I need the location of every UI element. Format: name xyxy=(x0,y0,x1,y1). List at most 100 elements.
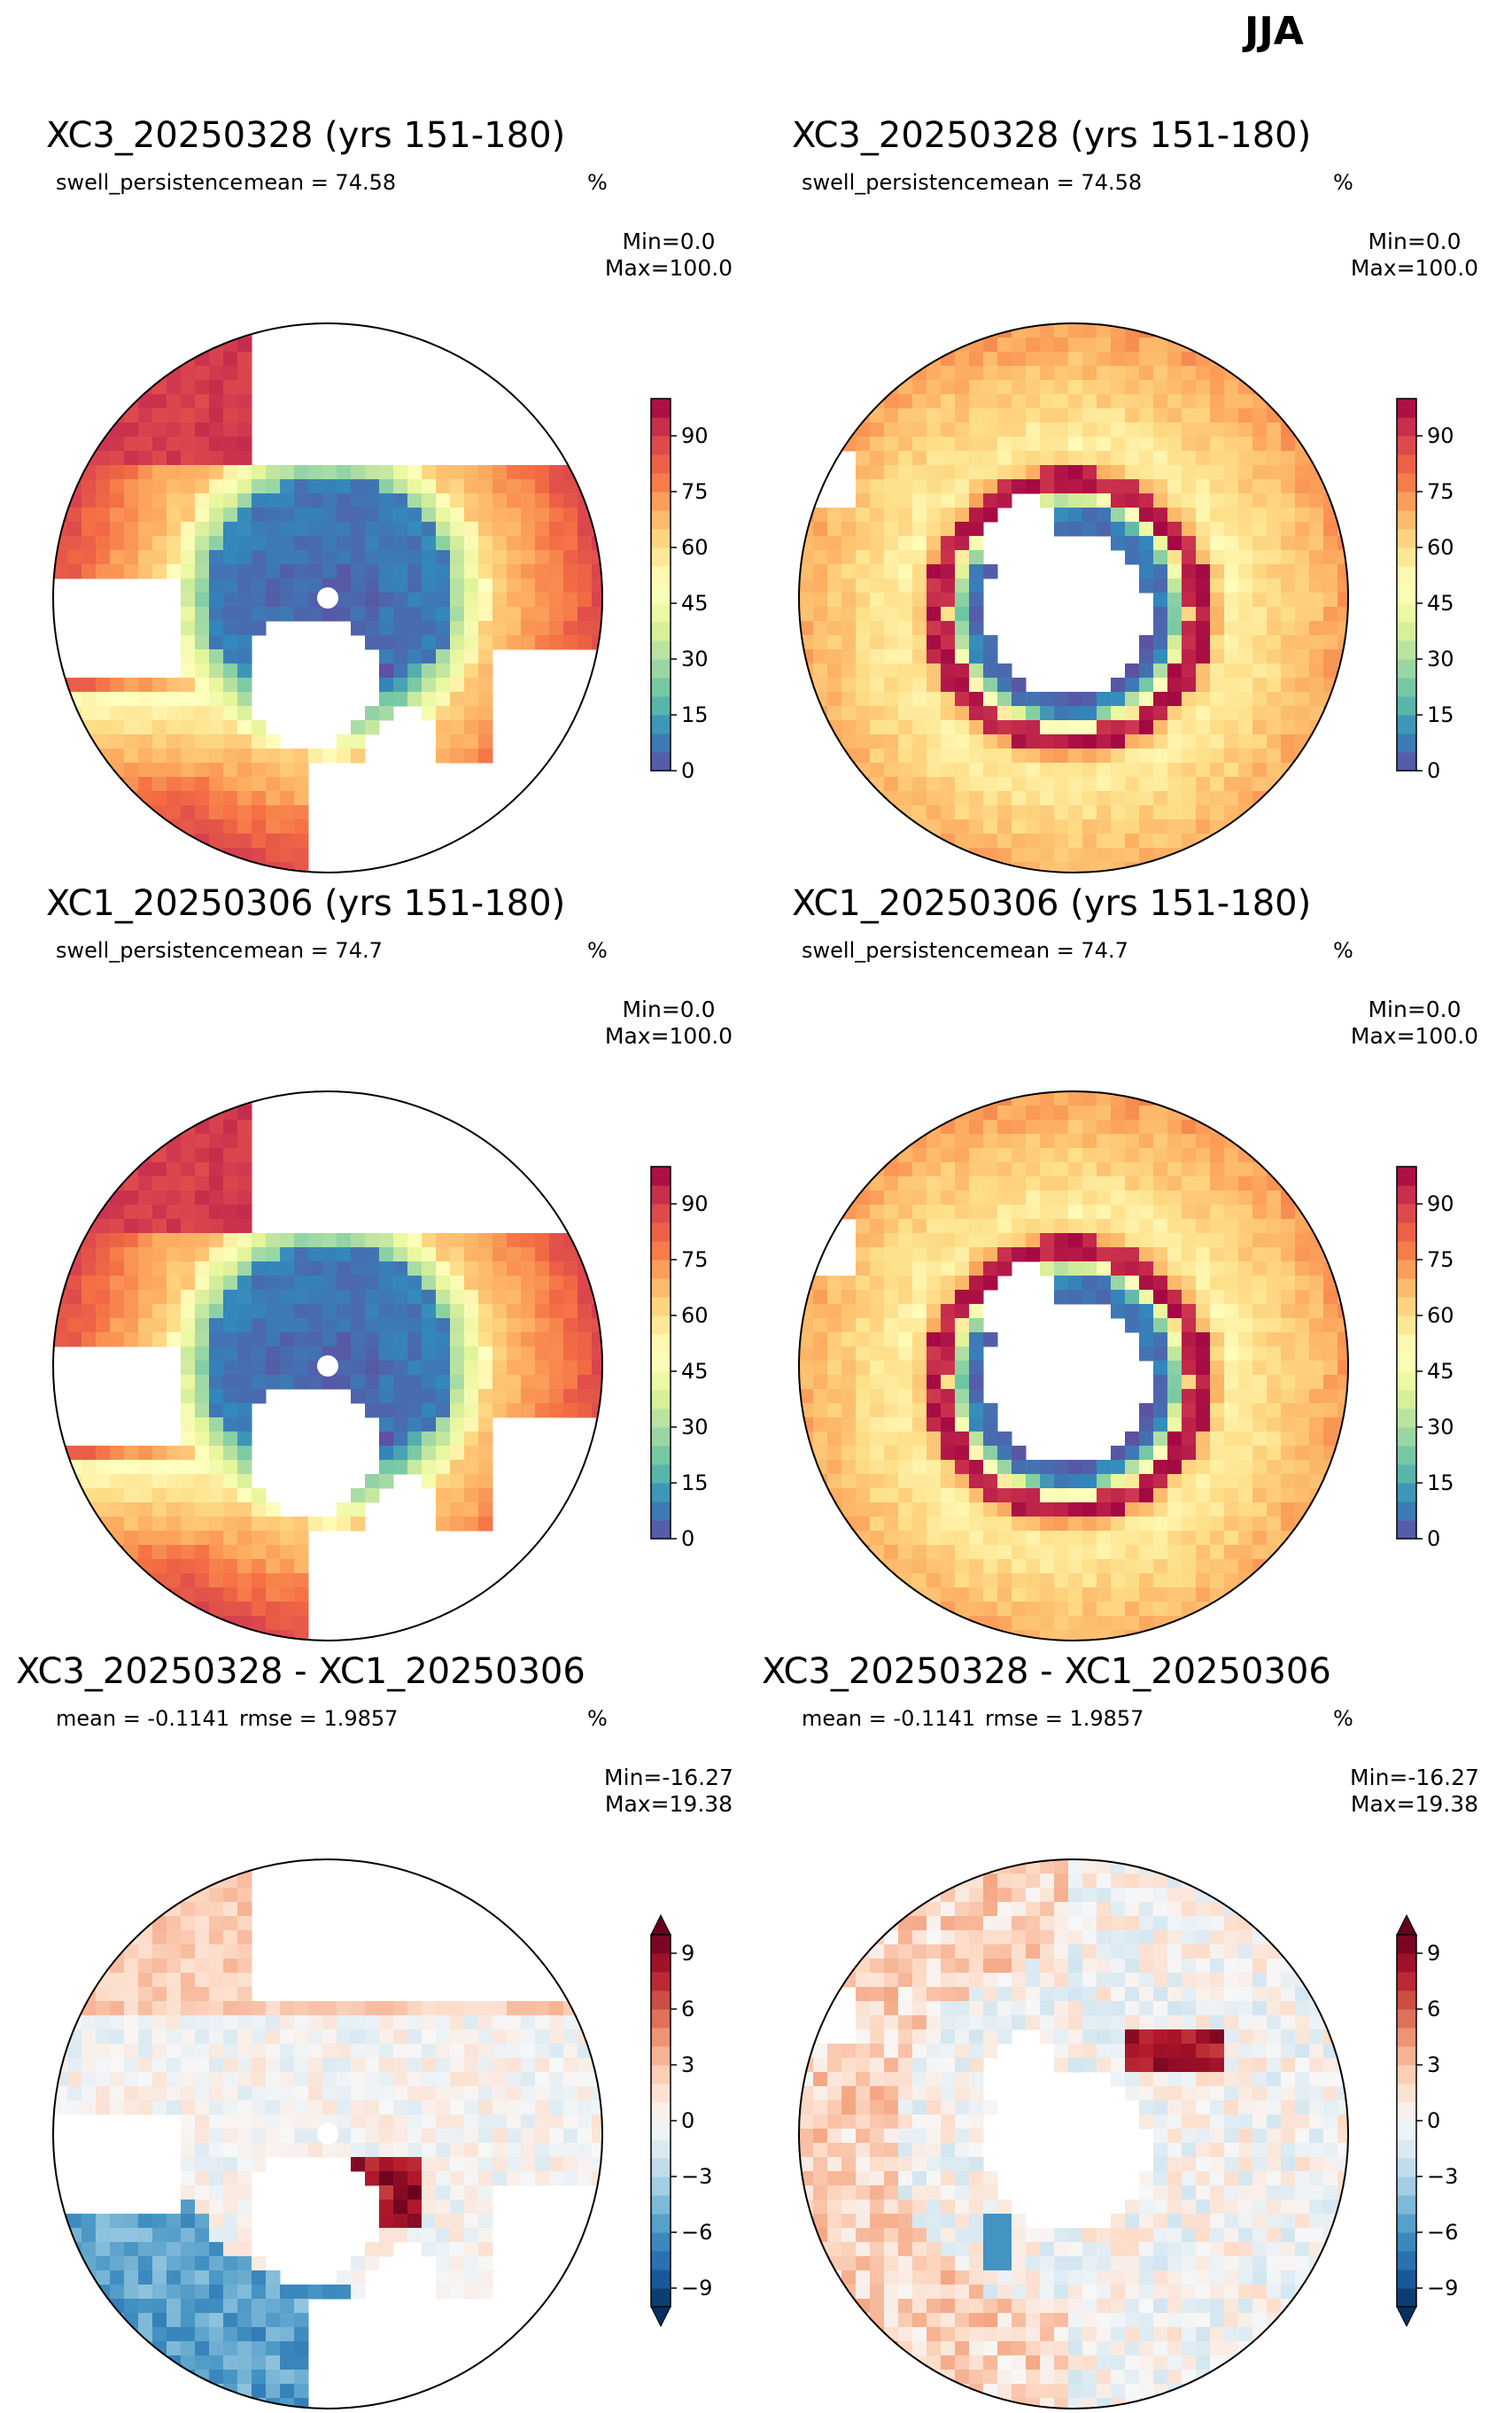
map-cell xyxy=(535,1290,550,1305)
map-cell xyxy=(365,2100,380,2115)
map-cell xyxy=(195,1573,210,1588)
map-cell xyxy=(1182,819,1197,834)
map-cell xyxy=(96,536,111,551)
map-cell xyxy=(955,734,970,749)
map-cell xyxy=(997,451,1012,466)
map-cell xyxy=(955,1148,970,1163)
map-cell xyxy=(1295,692,1310,707)
map-cell xyxy=(1224,678,1239,693)
map-cell xyxy=(223,2143,238,2158)
map-cell xyxy=(912,1559,927,1574)
map-cell xyxy=(1182,366,1197,381)
map-cell xyxy=(1125,394,1140,409)
map-cell xyxy=(870,479,885,494)
map-cell xyxy=(422,1276,437,1291)
map-cell xyxy=(266,791,281,806)
map-cell xyxy=(1068,1488,1083,1503)
map-cell xyxy=(1167,479,1182,494)
map-cell xyxy=(521,1304,536,1319)
map-cell xyxy=(209,352,224,367)
map-cell xyxy=(1196,1944,1211,1959)
map-cell xyxy=(209,692,224,707)
map-cell xyxy=(1040,479,1055,494)
map-cell xyxy=(280,1573,295,1588)
map-cell xyxy=(1125,1874,1140,1889)
map-cell xyxy=(1295,550,1310,565)
map-cell xyxy=(1054,720,1069,735)
map-cell xyxy=(983,1545,998,1560)
map-cell xyxy=(1139,1874,1154,1889)
map-cell xyxy=(181,663,196,679)
map-cell xyxy=(1068,1247,1083,1262)
map-cell xyxy=(1252,1304,1268,1319)
map-cell xyxy=(181,2313,196,2328)
map-cell xyxy=(1097,1233,1112,1248)
map-cell xyxy=(1054,777,1069,792)
map-cell xyxy=(1252,777,1268,792)
map-cell xyxy=(1153,1888,1168,1903)
map-cell xyxy=(969,1233,984,1248)
map-cell xyxy=(195,1361,210,1376)
map-cell xyxy=(969,1446,984,1461)
map-cell xyxy=(912,621,927,636)
map-cell xyxy=(365,2072,380,2087)
map-cell xyxy=(927,437,942,452)
map-cell xyxy=(1082,1616,1097,1631)
map-cell xyxy=(237,1432,252,1447)
map-cell xyxy=(1111,692,1126,707)
map-cell xyxy=(1238,1959,1253,1974)
map-cell xyxy=(237,1219,252,1234)
map-cell xyxy=(223,607,238,622)
map-cell xyxy=(1054,1531,1069,1546)
map-cell xyxy=(464,593,479,608)
map-cell xyxy=(1196,465,1211,480)
map-cell xyxy=(237,1916,252,1931)
map-cell xyxy=(152,1276,167,1291)
map-cell xyxy=(1309,649,1324,664)
map-cell xyxy=(898,1973,913,1988)
map-cell xyxy=(81,1474,97,1489)
map-cell xyxy=(464,508,479,523)
map-cell xyxy=(841,1276,857,1291)
map-cell xyxy=(209,1930,224,1945)
map-cell xyxy=(223,1573,238,1588)
map-cell xyxy=(1196,437,1211,452)
map-cell xyxy=(1295,1304,1310,1319)
map-cell xyxy=(223,1902,238,1917)
map-cell xyxy=(941,1389,956,1404)
map-cell xyxy=(492,1389,508,1404)
panel-units: % xyxy=(1333,1706,1353,1731)
map-cell xyxy=(450,2072,465,2087)
map-cell xyxy=(1252,1233,1268,1248)
map-cell xyxy=(969,380,984,395)
map-cell xyxy=(209,1417,224,1432)
map-cell xyxy=(252,1233,267,1248)
map-cell xyxy=(181,1304,196,1319)
map-cell xyxy=(1323,578,1338,594)
map-cell xyxy=(1068,1944,1083,1959)
map-cell xyxy=(1097,1930,1112,1945)
map-cell xyxy=(379,2214,394,2229)
map-cell xyxy=(507,1261,522,1276)
map-cell xyxy=(393,1417,408,1432)
map-cell xyxy=(252,564,267,579)
map-cell xyxy=(1012,834,1027,849)
map-cell xyxy=(1167,834,1182,849)
map-cell xyxy=(138,508,153,523)
map-cell xyxy=(578,1403,593,1418)
map-cell xyxy=(67,1474,82,1489)
map-cell xyxy=(1125,423,1140,438)
map-cell xyxy=(1082,1120,1097,1135)
map-cell xyxy=(1068,749,1083,764)
map-cell xyxy=(351,2029,366,2044)
map-cell xyxy=(223,2171,238,2186)
map-cell xyxy=(507,465,522,480)
map-cell xyxy=(1111,1474,1126,1489)
map-cell xyxy=(955,692,970,707)
map-cell xyxy=(521,607,536,622)
map-cell xyxy=(1097,720,1112,735)
map-cell xyxy=(1012,1874,1027,1889)
map-cell xyxy=(167,734,182,749)
map-cell xyxy=(1097,1517,1112,1532)
map-cell xyxy=(1267,1389,1282,1404)
